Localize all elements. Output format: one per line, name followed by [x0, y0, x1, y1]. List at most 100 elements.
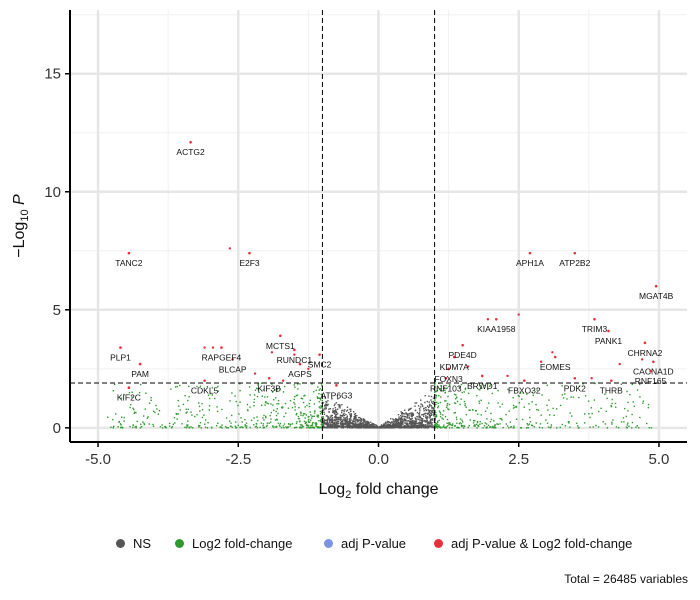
ns-point	[426, 426, 429, 429]
ns-point	[430, 413, 433, 415]
log2fc-point	[610, 405, 613, 408]
ns-point	[342, 413, 345, 416]
ns-point	[394, 425, 397, 428]
ns-point	[410, 418, 412, 420]
significant-point	[211, 346, 215, 349]
log2fc-point	[304, 406, 306, 408]
log2fc-point	[270, 411, 272, 414]
ns-point	[425, 408, 427, 411]
ns-point	[433, 403, 435, 405]
log2fc-point	[136, 420, 138, 423]
log2fc-point	[294, 406, 296, 408]
ns-point	[412, 426, 415, 428]
log2fc-point	[255, 425, 258, 428]
log2fc-point	[456, 400, 459, 403]
log2fc-point	[147, 416, 149, 418]
ns-point	[335, 410, 337, 413]
ns-point	[331, 398, 333, 400]
log2fc-point	[245, 422, 248, 424]
log2fc-point	[505, 423, 508, 425]
x-tick-label: 2.5	[508, 451, 529, 468]
log2fc-point	[302, 401, 305, 404]
log2fc-point	[319, 420, 322, 422]
log2fc-point	[262, 423, 265, 425]
log2fc-point	[559, 426, 561, 429]
log2fc-point	[561, 423, 563, 426]
log2fc-point	[266, 402, 268, 404]
significant-point	[640, 358, 644, 361]
log2fc-point	[443, 426, 446, 429]
log2fc-point	[221, 427, 223, 429]
log2fc-point	[263, 414, 265, 417]
ns-point	[363, 426, 365, 428]
ns-point	[425, 406, 427, 409]
ns-point	[353, 417, 356, 420]
log2fc-point	[444, 391, 447, 394]
ns-point	[410, 425, 413, 427]
log2fc-point	[631, 383, 634, 385]
log2fc-point	[435, 414, 437, 416]
ns-point	[381, 426, 384, 428]
ns-point	[392, 425, 394, 427]
log2fc-point	[486, 418, 488, 420]
log2fc-point	[434, 391, 436, 393]
log2fc-point	[642, 402, 644, 404]
ns-point	[396, 419, 398, 421]
log2fc-point	[207, 422, 209, 424]
ns-point	[416, 422, 418, 425]
log2fc-point	[550, 424, 553, 426]
ns-point	[387, 426, 390, 428]
ns-point	[335, 402, 338, 404]
ns-point	[346, 422, 348, 425]
significant-point	[203, 346, 206, 349]
ns-point	[358, 425, 360, 427]
log2fc-point	[315, 425, 318, 428]
ns-point	[432, 411, 434, 413]
ns-point	[419, 422, 421, 424]
log2fc-point	[647, 406, 650, 409]
significant-point	[119, 346, 122, 349]
ns-point	[338, 425, 340, 428]
log2fc-point	[636, 425, 638, 427]
ns-point	[349, 408, 351, 410]
log2fc-point	[568, 422, 570, 424]
log2fc-point	[569, 426, 571, 428]
log2fc-point	[465, 414, 468, 416]
ns-point	[387, 421, 389, 424]
log2fc-point	[152, 425, 155, 427]
log2fc-point	[284, 402, 287, 405]
log2fc-point	[512, 396, 514, 399]
ns-point	[430, 405, 433, 407]
ns-point	[419, 409, 421, 411]
log2fc-point	[123, 393, 125, 396]
log2fc-point	[150, 399, 152, 401]
log2fc-point	[265, 401, 267, 403]
ns-point	[414, 424, 417, 426]
ns-point	[327, 400, 329, 402]
ns-point	[345, 410, 348, 412]
ns-point	[329, 418, 331, 421]
log2fc-point	[173, 416, 176, 419]
log2fc-point	[174, 386, 177, 388]
log2fc-point	[244, 425, 246, 427]
ns-point	[385, 423, 387, 426]
log2fc-point	[486, 407, 488, 409]
ns-point	[367, 423, 369, 425]
ns-point	[410, 422, 412, 425]
log2fc-point	[282, 391, 285, 393]
log2fc-point	[272, 398, 275, 401]
log2fc-point	[229, 425, 232, 427]
log2fc-point	[527, 424, 529, 426]
log2fc-point	[304, 422, 307, 425]
log2fc-point	[473, 425, 475, 427]
significant-point	[127, 251, 131, 255]
ns-point	[345, 418, 347, 420]
ns-point	[368, 426, 370, 428]
ns-point	[421, 421, 423, 423]
log2fc-point	[206, 427, 209, 429]
ns-point	[329, 419, 332, 422]
log2fc-point	[508, 410, 510, 412]
ns-point	[363, 426, 366, 429]
log2fc-point	[436, 387, 439, 390]
log2fc-point	[446, 404, 448, 407]
